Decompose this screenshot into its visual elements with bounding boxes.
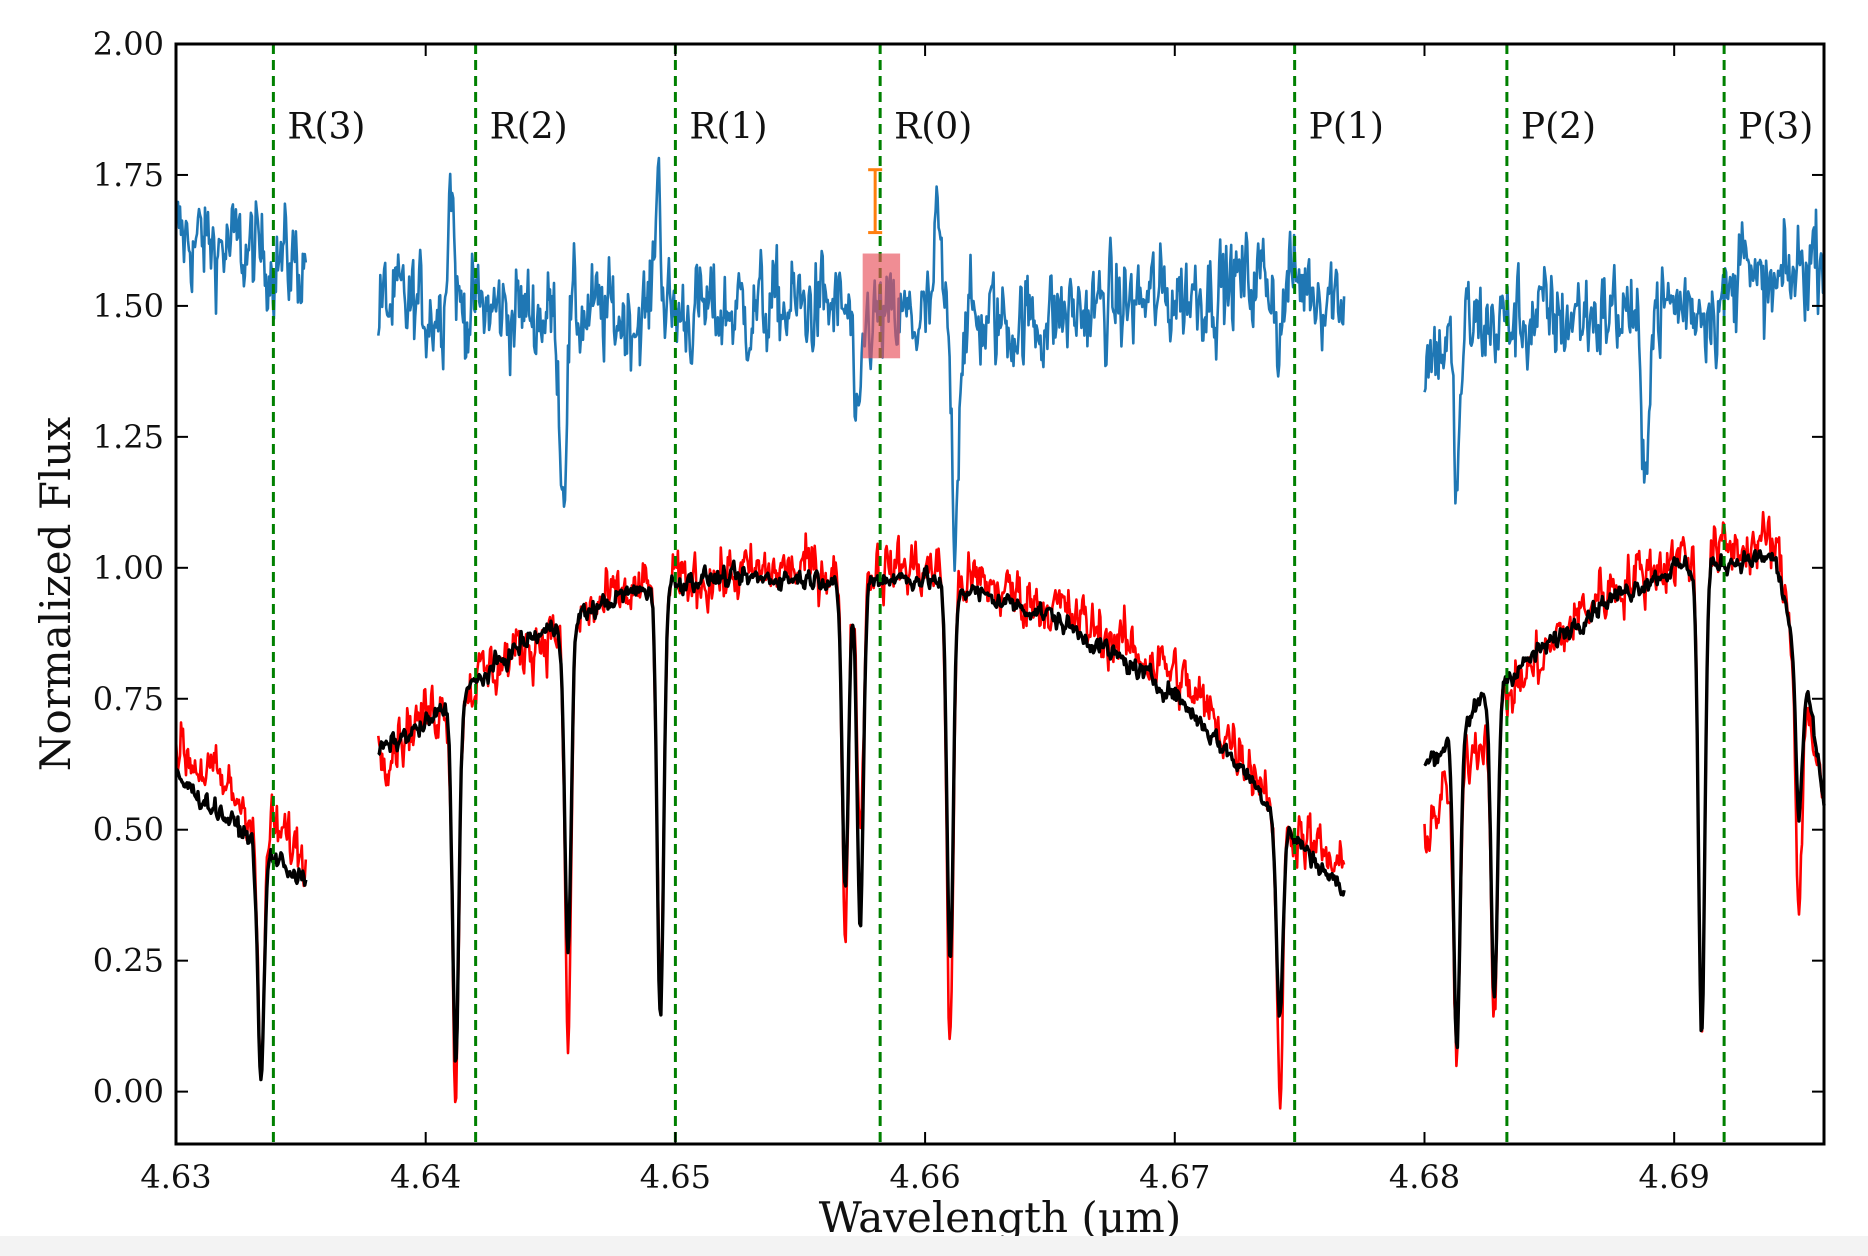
series-red-segment-3	[1423, 510, 1826, 1068]
x-tick-label-7: 4.69	[1639, 1158, 1710, 1196]
y-tick-label-8: 1.75	[93, 156, 164, 194]
vline-label-4: R(0)	[894, 106, 972, 147]
x-tick-label-3: 4.65	[640, 1158, 711, 1196]
plot-frame	[174, 42, 1826, 1146]
bottom-strip	[0, 1236, 1868, 1256]
series-blue-segment-2	[377, 156, 1346, 572]
x-tick-label-6: 4.68	[1389, 1158, 1460, 1196]
y-tick-label-3: 0.50	[93, 811, 164, 849]
series-layer	[174, 156, 1826, 1110]
vline-label-7: P(3)	[1738, 106, 1813, 147]
x-axis-title-text: Wavelength (μm)	[819, 1193, 1182, 1242]
x-axis-title: Wavelength (μm)	[819, 1193, 1182, 1242]
vline-label-5: P(1)	[1309, 106, 1384, 147]
series-black-segment-2	[377, 559, 1346, 1063]
vline-label-6: P(2)	[1521, 106, 1596, 147]
highlight-box	[862, 253, 901, 359]
vline-label-1: R(3)	[287, 106, 365, 147]
y-tick-label-2: 0.25	[93, 942, 164, 980]
series-red-segment-1	[174, 721, 308, 1067]
y-tick-label-6: 1.25	[93, 418, 164, 456]
ticks-layer: 4.63 4.64 4.65 4.66 4.67 4.68 4.69 0.00 0.25 0.50…	[93, 25, 1824, 1196]
series-black-segment-3	[1423, 549, 1826, 1050]
vline-label-2: R(2)	[490, 106, 568, 147]
x-tick-label-4: 4.66	[889, 1158, 960, 1196]
series-black-segment-1	[174, 768, 308, 1082]
overlay-layer: R(3) R(2) R(1) R(0) P(1) P(2) P(3)	[271, 44, 1813, 1144]
y-axis-title-text: Normalized Flux	[31, 416, 80, 771]
series-blue-segment-3	[1423, 208, 1826, 505]
vline-label-3: R(1)	[689, 106, 767, 147]
y-tick-label-4: 0.75	[93, 680, 164, 718]
x-tick-label-2: 4.64	[390, 1158, 461, 1196]
y-tick-label-1: 0.00	[93, 1073, 164, 1111]
x-tick-label-1: 4.63	[140, 1158, 211, 1196]
series-blue-segment-1	[174, 200, 308, 321]
y-axis-title: Normalized Flux	[31, 416, 80, 771]
y-tick-label-9: 2.00	[93, 25, 164, 63]
y-tick-label-7: 1.50	[93, 287, 164, 325]
y-tick-label-5: 1.00	[93, 549, 164, 587]
x-tick-label-5: 4.67	[1139, 1158, 1210, 1196]
